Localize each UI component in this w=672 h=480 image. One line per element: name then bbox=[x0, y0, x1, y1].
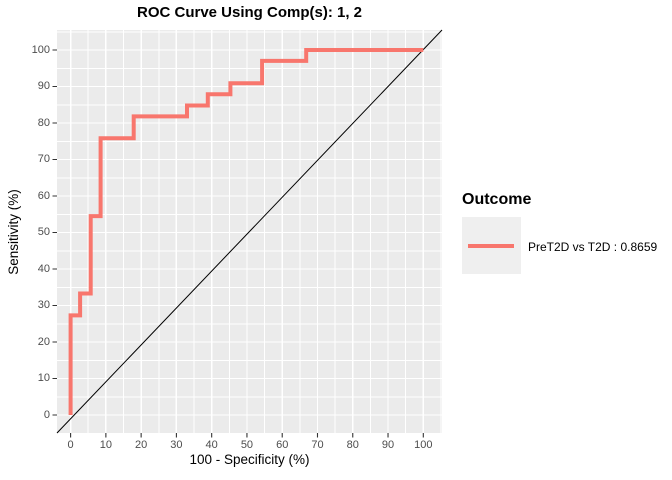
y-axis-title: Sensitivity (%) bbox=[6, 189, 21, 275]
diagonal-reference-line bbox=[56, 29, 443, 434]
x-tick-label: 0 bbox=[67, 439, 74, 451]
x-axis-title: 100 - Specificity (%) bbox=[189, 452, 310, 467]
x-tick-label: 20 bbox=[135, 439, 148, 451]
y-tick-label: 60 bbox=[37, 189, 50, 202]
x-tick-label: 90 bbox=[381, 439, 395, 451]
major-gridlines bbox=[57, 30, 442, 433]
plot-title: ROC Curve Using Comp(s): 1, 2 bbox=[136, 4, 363, 21]
y-tick-label: 100 bbox=[31, 43, 50, 56]
x-tick-label: 80 bbox=[346, 439, 359, 451]
x-tick-label: 70 bbox=[311, 439, 324, 451]
y-tick-label: 0 bbox=[43, 408, 50, 421]
x-tick-label: 40 bbox=[205, 439, 218, 451]
y-tick-label: 70 bbox=[37, 153, 50, 165]
x-tick-label: 30 bbox=[170, 439, 183, 451]
y-tick-label: 20 bbox=[37, 335, 50, 348]
y-axis-tick-marks bbox=[52, 49, 57, 416]
y-tick-label: 10 bbox=[37, 372, 50, 384]
y-tick-label: 50 bbox=[37, 226, 50, 238]
y-tick-label: 80 bbox=[37, 116, 50, 129]
x-tick-label: 60 bbox=[276, 439, 289, 451]
y-tick-label: 90 bbox=[37, 80, 50, 92]
roc-curve-line bbox=[68, 48, 424, 415]
x-axis-tick-marks bbox=[70, 433, 424, 438]
minor-gridlines bbox=[57, 30, 442, 433]
y-tick-label: 40 bbox=[37, 262, 50, 275]
y-tick-label: 30 bbox=[37, 299, 50, 311]
x-tick-label: 50 bbox=[240, 439, 254, 451]
x-tick-label: 100 bbox=[414, 439, 433, 451]
x-tick-label: 10 bbox=[99, 439, 112, 451]
